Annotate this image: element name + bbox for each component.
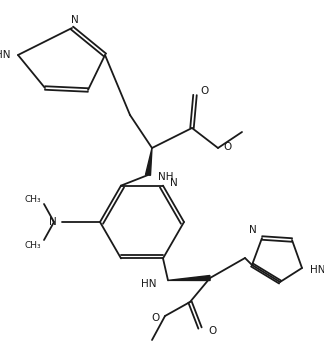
Text: CH₃: CH₃ xyxy=(24,240,41,250)
Text: HN: HN xyxy=(141,279,156,289)
Text: O: O xyxy=(152,313,160,323)
Text: CH₃: CH₃ xyxy=(24,194,41,204)
Text: N: N xyxy=(170,178,178,188)
Text: O: O xyxy=(200,86,208,96)
Text: O: O xyxy=(208,326,216,336)
Text: HN: HN xyxy=(310,265,324,275)
Text: HN: HN xyxy=(0,50,10,60)
Polygon shape xyxy=(168,276,210,280)
Text: NH: NH xyxy=(158,172,173,182)
Text: N: N xyxy=(49,217,57,227)
Text: N: N xyxy=(71,15,79,25)
Polygon shape xyxy=(145,148,152,176)
Text: O: O xyxy=(223,142,231,152)
Text: N: N xyxy=(249,225,257,235)
